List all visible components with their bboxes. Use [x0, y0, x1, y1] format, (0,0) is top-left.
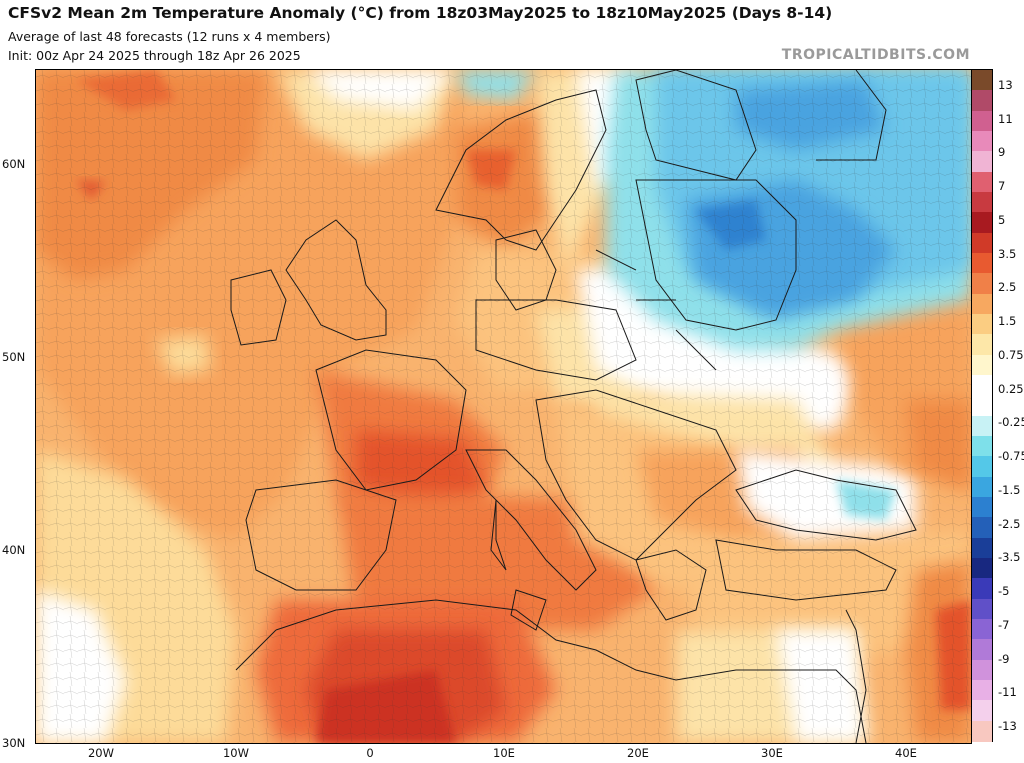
lon-label-20w: 20W — [87, 746, 115, 760]
colorbar-label: 0.25 — [998, 381, 1024, 396]
colorbar-label: -9 — [998, 651, 1010, 666]
lon-label-30e: 30E — [761, 746, 783, 760]
colorbar-segment — [972, 578, 992, 600]
colorbar-segment — [972, 90, 992, 112]
colorbar-segment — [972, 680, 992, 701]
colorbar-label: -11 — [998, 685, 1017, 700]
lat-label-30n: 30N — [2, 736, 26, 750]
colorbar-segment — [972, 171, 992, 193]
lat-label-40n: 40N — [2, 543, 26, 557]
colorbar-segment — [972, 334, 992, 356]
colorbar-segment — [972, 537, 992, 559]
colorbar-label: 0.75 — [998, 347, 1024, 362]
colorbar-label: -7 — [998, 617, 1010, 632]
chart-title: CFSv2 Mean 2m Temperature Anomaly (°C) f… — [8, 4, 833, 22]
colorbar-segment — [972, 192, 992, 213]
colorbar-segment — [972, 619, 992, 640]
colorbar-label: 13 — [998, 78, 1013, 92]
temperature-anomaly-map — [35, 69, 972, 744]
colorbar-label: -5 — [998, 584, 1010, 599]
colorbar-segment — [972, 131, 992, 152]
colorbar-segment — [972, 395, 992, 417]
colorbar-segment — [972, 232, 992, 254]
lat-label-60n: 60N — [2, 157, 26, 171]
colorbar-segment — [972, 598, 992, 620]
brand-watermark: TROPICALTIDBITS.COM — [781, 47, 970, 63]
lon-label-0: 0 — [366, 746, 374, 760]
colorbar-label: 11 — [998, 111, 1013, 126]
colorbar-segment — [972, 456, 992, 478]
colorbar-segment — [972, 354, 992, 376]
colorbar-segment — [972, 639, 992, 661]
colorbar-segment — [972, 151, 992, 173]
colorbar-label: 9 — [998, 145, 1006, 160]
colorbar-label: 1.5 — [998, 314, 1017, 329]
colorbar-label: 5 — [998, 212, 1006, 227]
colorbar-label: 7 — [998, 179, 1006, 194]
colorbar-segment — [972, 314, 992, 335]
colorbar-legend — [971, 69, 993, 742]
colorbar-segment — [972, 476, 992, 498]
colorbar-label: 2.5 — [998, 280, 1017, 295]
lon-label-10w: 10W — [222, 746, 250, 760]
colorbar-segment — [972, 517, 992, 539]
colorbar-label: -0.75 — [998, 449, 1024, 464]
colorbar-label: -3.5 — [998, 550, 1021, 565]
colorbar-segment — [972, 659, 992, 681]
colorbar-segment — [972, 720, 992, 742]
lon-label-40e: 40E — [895, 746, 917, 760]
colorbar-segment — [972, 700, 992, 722]
chart-subtitle: Average of last 48 forecasts (12 runs x … — [8, 29, 331, 44]
colorbar-label: 3.5 — [998, 246, 1017, 261]
admin-borders-overlay — [36, 70, 971, 743]
colorbar-label: -2.5 — [998, 516, 1021, 531]
colorbar-segment — [972, 497, 992, 518]
colorbar-label: -13 — [998, 719, 1017, 733]
colorbar-segment — [972, 273, 992, 295]
lon-label-10e: 10E — [493, 746, 515, 760]
colorbar-segment — [972, 415, 992, 437]
colorbar-segment — [972, 110, 992, 132]
init-time-text: Init: 00z Apr 24 2025 through 18z Apr 26… — [8, 48, 301, 63]
colorbar-segment — [972, 558, 992, 579]
colorbar-segment — [972, 436, 992, 457]
colorbar-segment — [972, 70, 992, 91]
colorbar-segment — [972, 253, 992, 274]
colorbar-label: -0.25 — [998, 415, 1024, 430]
colorbar-segment — [972, 212, 992, 234]
lon-label-20e: 20E — [627, 746, 649, 760]
lat-label-50n: 50N — [2, 350, 26, 364]
colorbar-label: -1.5 — [998, 482, 1021, 497]
colorbar-segment — [972, 293, 992, 315]
colorbar-segment — [972, 375, 992, 396]
